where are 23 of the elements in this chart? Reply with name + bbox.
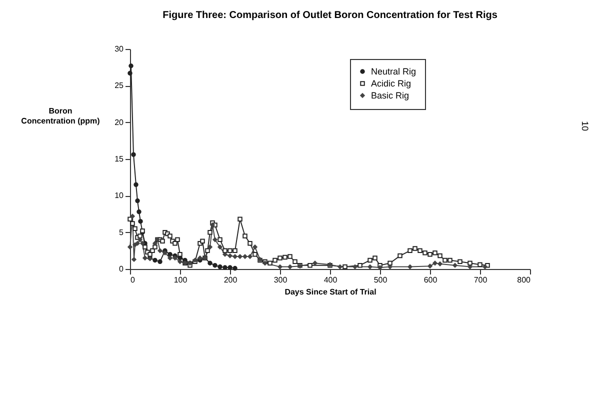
legend-label: Acidic Rig <box>371 78 412 88</box>
y-tick-label: 25 <box>114 81 124 90</box>
x-tick-label: 100 <box>174 276 188 284</box>
x-axis-title: Days Since Start of Trial <box>284 288 376 296</box>
y-tick-label: 5 <box>119 228 124 237</box>
legend-label: Neutral Rig <box>371 66 416 76</box>
y-tick-label: 0 <box>119 264 124 274</box>
text: 10 <box>580 120 590 132</box>
x-tick-label: 300 <box>274 276 288 284</box>
x-tick-label: 0 <box>130 276 136 284</box>
y-tick-label: 30 <box>114 44 124 54</box>
y-tick-label: 10 <box>114 191 124 200</box>
x-tick-label: 500 <box>374 276 388 284</box>
y-tick-label: 15 <box>114 154 124 164</box>
chart-title: Figure Three: Comparison of Outlet Boron Concentration for Test Rigs <box>162 10 498 21</box>
x-tick-label: 200 <box>224 276 238 284</box>
x-tick-label: 600 <box>424 276 438 284</box>
y-axis-title: Boron Concentration (ppm) <box>21 106 100 126</box>
legend-label: Basic Rig <box>371 90 410 100</box>
x-tick-label: 800 <box>517 276 532 284</box>
y-tick-label: 20 <box>114 118 124 127</box>
x-tick-label: 700 <box>474 276 488 284</box>
x-tick-label: 400 <box>324 276 338 284</box>
